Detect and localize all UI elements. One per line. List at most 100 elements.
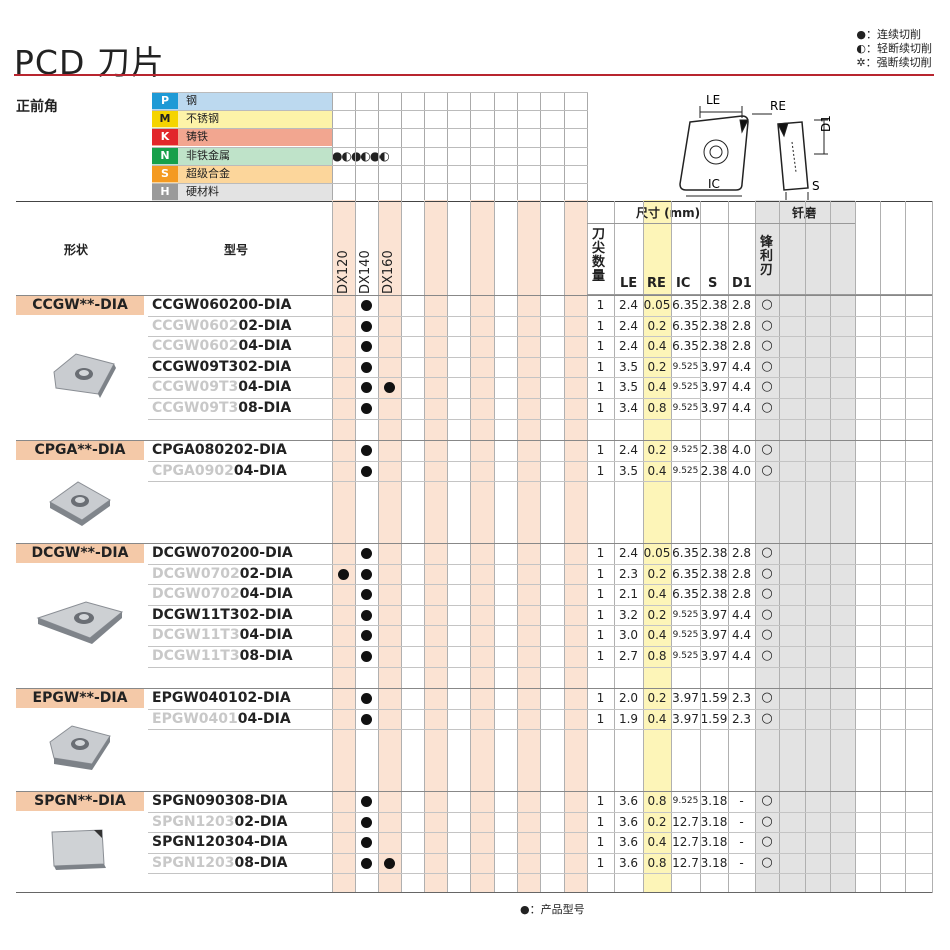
cell-sharp-edge: ○	[761, 586, 773, 602]
insert-image-epgw	[49, 725, 111, 770]
column-shade	[332, 200, 355, 892]
material-row-k: K 铸铁	[152, 128, 588, 147]
model-code: EPGW040102-DIA	[152, 688, 291, 708]
cell-sharp-edge: ○	[761, 297, 773, 312]
cell-ic: 6.35	[672, 298, 699, 312]
material-row-n: N 非铁金属 ●◐●◐●◐	[152, 146, 588, 165]
cell-tips: 1	[596, 298, 605, 312]
model-suffix: EPGW040102-DIA	[152, 690, 291, 706]
availability-dot-dx140	[361, 465, 372, 477]
cell-sharp-edge: ○	[761, 358, 773, 374]
material-name: 超级合金	[186, 166, 230, 180]
row-divider	[148, 646, 932, 647]
cell-ic: 6.35	[672, 318, 699, 333]
header-tip-count: 刀尖数量	[592, 227, 606, 284]
model-code: CPGA090204-DIA	[152, 461, 287, 481]
row-divider	[148, 460, 932, 462]
cell-re: 0.2	[647, 607, 667, 622]
cell-le: 1.9	[618, 711, 639, 726]
cell-re: 0.8	[647, 401, 667, 415]
row-divider	[148, 398, 932, 399]
cell-le: 3.5	[618, 463, 639, 478]
availability-dot-dx140	[361, 589, 372, 601]
cell-s: 3.97	[700, 649, 728, 663]
cell-tips: 1	[596, 443, 605, 457]
model-code: CCGW060200-DIA	[152, 295, 291, 315]
model-prefix: DCGW11T3	[152, 648, 240, 664]
insert-image-cpga	[49, 481, 111, 526]
insert-image-dcgw	[36, 601, 124, 644]
grid-line	[152, 128, 588, 130]
cell-sharp-edge: ○	[761, 854, 773, 870]
row-divider	[148, 708, 932, 710]
model-code: CCGW060204-DIA	[152, 336, 291, 356]
cell-tips: 1	[596, 359, 605, 374]
cell-s: 3.18	[700, 855, 728, 870]
model-prefix: CCGW0602	[152, 317, 239, 334]
grid-line	[671, 201, 672, 893]
grid-line	[643, 201, 644, 893]
cell-tips: 1	[596, 855, 605, 870]
grid-line	[728, 201, 729, 893]
model-code: EPGW040104-DIA	[152, 709, 291, 729]
column-shade	[424, 200, 447, 892]
cell-re: 0.2	[647, 359, 667, 374]
availability-dot-dx140	[361, 796, 372, 807]
diagram-d1-label: D1	[819, 115, 833, 132]
row-divider	[148, 666, 932, 668]
cell-d1: 4.4	[731, 401, 752, 415]
cell-ic: 9.525	[672, 465, 699, 476]
model-suffix: CPGA080202-DIA	[152, 442, 287, 458]
cell-le: 3.6	[618, 855, 639, 870]
grid-line	[152, 146, 588, 148]
cell-ic: 9.525	[672, 382, 699, 393]
row-divider	[148, 315, 932, 317]
cell-s: 1.59	[700, 691, 728, 705]
model-code: SPGN090308-DIA	[152, 791, 287, 811]
cell-s: 3.18	[700, 794, 728, 808]
cell-d1: -	[739, 855, 744, 870]
cell-ic: 9.525	[672, 361, 699, 372]
material-color-band	[152, 164, 332, 183]
cell-tips: 1	[596, 318, 605, 333]
cell-re: 0.4	[647, 463, 667, 478]
model-prefix: CCGW09T3	[152, 400, 239, 416]
availability-dot-dx140	[361, 857, 372, 869]
cell-d1: 2.3	[731, 691, 752, 705]
material-code: K	[152, 129, 178, 146]
cell-s: 3.97	[700, 628, 728, 643]
cell-tips: 1	[596, 607, 605, 622]
material-name: 不锈钢	[186, 112, 219, 126]
cell-ic: 9.525	[672, 609, 699, 620]
model-prefix: SPGN1203	[152, 813, 235, 830]
cell-sharp-edge: ○	[761, 565, 773, 581]
row-divider	[148, 811, 932, 813]
cell-ic: 12.7	[672, 814, 699, 829]
grid-line	[447, 201, 448, 893]
cell-re: 0.8	[647, 855, 667, 870]
material-name: 硬材料	[186, 185, 219, 198]
grid-line	[152, 164, 588, 166]
cell-re: 0.05	[643, 546, 671, 560]
cell-tips: 1	[596, 628, 605, 643]
cell-ic: 12.7	[672, 855, 699, 870]
model-code: DCGW11T302-DIA	[152, 605, 293, 625]
cell-le: 2.4	[618, 298, 639, 312]
row-divider	[148, 832, 932, 834]
rake-angle-label: 正前角	[16, 99, 58, 115]
cell-sharp-edge: ○	[761, 317, 773, 333]
cell-s: 3.97	[700, 359, 728, 374]
family-divider	[16, 688, 932, 689]
model-suffix: 04-DIA	[238, 338, 292, 355]
model-suffix: DCGW070200-DIA	[152, 545, 293, 561]
cell-le: 3.5	[618, 380, 639, 395]
row-divider	[148, 852, 932, 854]
family-divider	[16, 543, 932, 544]
cell-ic: 9.525	[672, 403, 699, 413]
page-title: PCD 刀片	[14, 43, 165, 82]
cell-s: 2.38	[700, 298, 728, 312]
column-shade	[470, 200, 494, 892]
cell-re: 0.2	[647, 691, 667, 705]
table-top-rule	[16, 201, 932, 202]
header-grade-dx160: DX160	[381, 250, 396, 294]
